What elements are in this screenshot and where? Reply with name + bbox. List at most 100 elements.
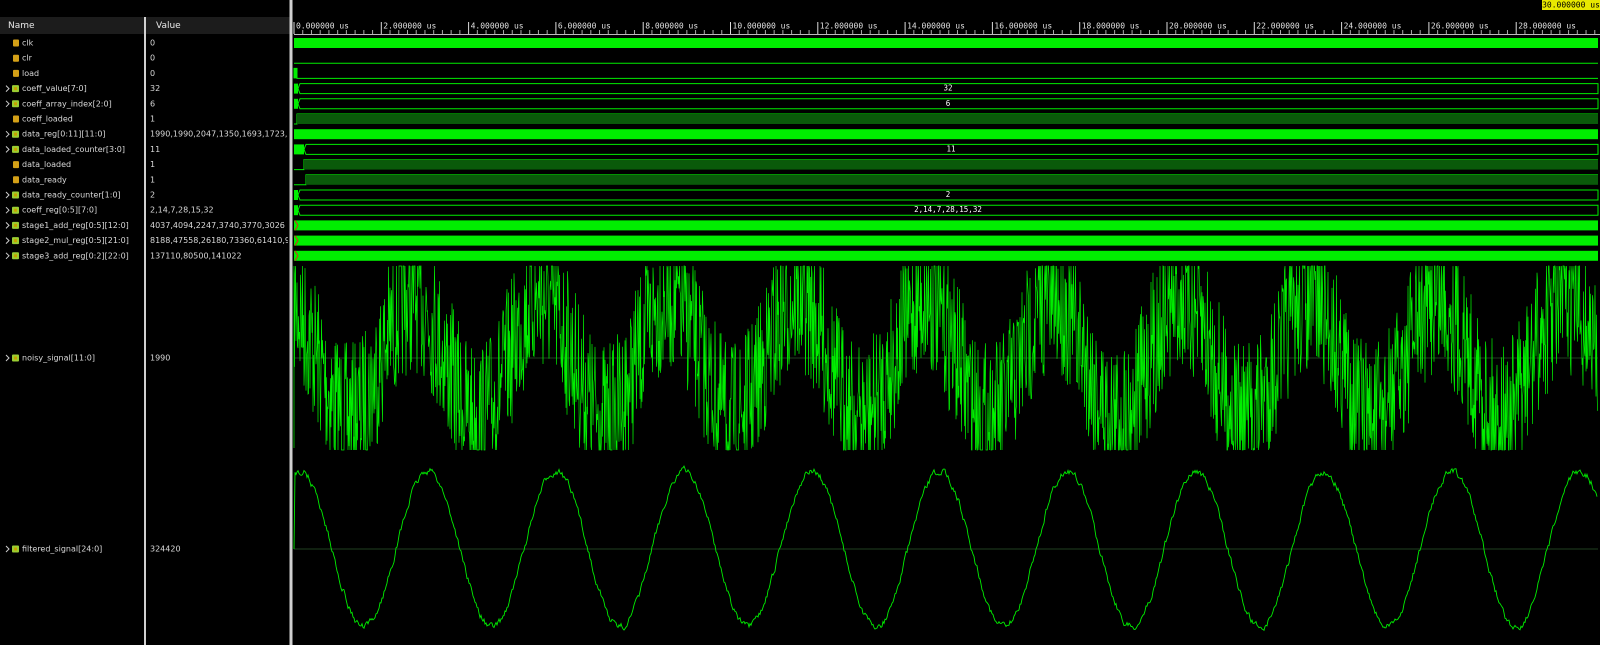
- expand-chevron: [5, 354, 10, 362]
- time-label: 10.000000 us: [733, 22, 791, 31]
- signal-value: 6: [150, 99, 155, 108]
- signal-value: 137110,80500,141022: [150, 251, 242, 260]
- cursor-time: 30.000000 us: [1542, 1, 1600, 10]
- signal-name: data_loaded: [22, 160, 71, 169]
- bus-icon-inner: [14, 254, 17, 258]
- signal-name: coeff_value[7:0]: [22, 84, 87, 93]
- expand-chevron: [5, 100, 10, 108]
- signal-name: coeff_loaded: [22, 115, 73, 124]
- bus-icon-inner: [14, 102, 17, 106]
- expand-chevron: [5, 146, 10, 153]
- time-label: 28.000000 us: [1518, 22, 1576, 31]
- wave-init: [294, 220, 299, 231]
- time-label: 26.000000 us: [1431, 22, 1489, 31]
- wave-init: [294, 235, 299, 246]
- wave-value-label: 2: [946, 190, 951, 199]
- bus-icon-inner: [14, 239, 17, 243]
- signal-name: noisy_signal[11:0]: [22, 354, 95, 363]
- signal-name: data_loaded_counter[3:0]: [22, 145, 125, 154]
- bus-icon-inner: [14, 132, 17, 136]
- time-label: 18.000000 us: [1082, 22, 1140, 31]
- expand-chevron: [5, 252, 10, 260]
- time-label: 22.000000 us: [1256, 22, 1314, 31]
- wave-dense: [294, 250, 1598, 261]
- expand-chevron: [5, 545, 10, 553]
- signal-name: data_reg[0:11][11:0]: [22, 130, 106, 139]
- wave-high-fill: [304, 159, 1598, 170]
- name-header: Name: [8, 21, 35, 31]
- wave-bus-start: [294, 144, 304, 155]
- wave-high-fill: [306, 174, 1598, 185]
- bit-icon: [13, 161, 19, 169]
- wave-high-fill: [297, 114, 1598, 124]
- signal-value: 1990: [150, 354, 170, 363]
- wave-bus: [297, 204, 1599, 216]
- signal-name: stage2_mul_reg[0:5][21:0]: [22, 236, 129, 245]
- signal-value: 32: [150, 84, 160, 93]
- expand-chevron: [5, 237, 10, 244]
- signal-value: 1: [150, 115, 155, 124]
- time-label: 2.000000 us: [383, 22, 436, 31]
- time-label: 14.000000 us: [907, 22, 965, 31]
- bus-icon-inner: [14, 208, 17, 212]
- wave-value-label: 11: [946, 144, 955, 153]
- signal-value: 0: [150, 54, 155, 63]
- bit-icon: [13, 54, 19, 62]
- wave-bus: [297, 98, 1599, 110]
- time-label: 0.000000 us: [296, 22, 349, 31]
- signal-name: clk: [22, 39, 34, 48]
- time-label: 16.000000 us: [994, 22, 1052, 31]
- expand-chevron: [5, 130, 10, 138]
- wave-dense: [294, 38, 1598, 48]
- time-label: 20.000000 us: [1169, 22, 1227, 31]
- signal-value: 8188,47558,26180,73360,61410,96832: [150, 236, 310, 245]
- expand-chevron: [5, 206, 10, 214]
- wave-bus: [297, 83, 1599, 95]
- signal-value: 0: [150, 39, 155, 48]
- time-label: 6.000000 us: [558, 22, 611, 31]
- wave-value-label: 32: [943, 84, 952, 93]
- signal-name: load: [22, 69, 39, 78]
- time-label: 8.000000 us: [645, 22, 698, 31]
- signal-name: data_ready: [22, 175, 67, 184]
- wave-value-label: 2,14,7,28,15,32: [914, 205, 982, 214]
- bit-icon: [13, 39, 19, 47]
- time-label: 24.000000 us: [1344, 22, 1402, 31]
- time-label: 12.000000 us: [820, 22, 878, 31]
- bit-icon: [13, 176, 19, 184]
- expand-chevron: [5, 191, 10, 199]
- bus-icon-inner: [14, 547, 17, 551]
- bus-icon-inner: [14, 147, 17, 151]
- time-label: 4.000000 us: [471, 22, 524, 31]
- wave-value-label: 6: [946, 99, 951, 108]
- wave-bus: [303, 143, 1599, 155]
- bit-icon: [13, 69, 19, 77]
- signal-value: 1: [150, 175, 155, 184]
- signal-value: 2,14,7,28,15,32: [150, 206, 214, 215]
- signal-name: data_ready_counter[1:0]: [22, 191, 121, 200]
- cursor-badge: [1542, 0, 1600, 10]
- wave-init: [294, 250, 299, 262]
- wave-bit-fill: [294, 68, 297, 79]
- bus-icon-inner: [14, 87, 17, 91]
- bus-icon-inner: [14, 193, 17, 197]
- wave-dense: [294, 220, 1598, 231]
- signal-value: 2: [150, 191, 155, 200]
- expand-chevron: [5, 222, 10, 229]
- value-header: Value: [156, 21, 181, 31]
- bit-icon: [13, 115, 19, 123]
- signal-value: 1: [150, 160, 155, 169]
- signal-name: stage1_add_reg[0:5][12:0]: [22, 221, 129, 230]
- wave-bus-start: [294, 98, 298, 109]
- wave-bus-start: [294, 83, 298, 94]
- wave-bus: [297, 189, 1599, 201]
- signal-value: 0: [150, 69, 155, 78]
- signal-name: stage3_add_reg[0:2][22:0]: [22, 251, 129, 260]
- expand-chevron: [5, 85, 10, 92]
- wave-dense: [294, 235, 1598, 246]
- wave-dense: [294, 129, 1598, 140]
- wave-analog-filtered: [293, 465, 1598, 632]
- signal-value: 11: [150, 145, 160, 154]
